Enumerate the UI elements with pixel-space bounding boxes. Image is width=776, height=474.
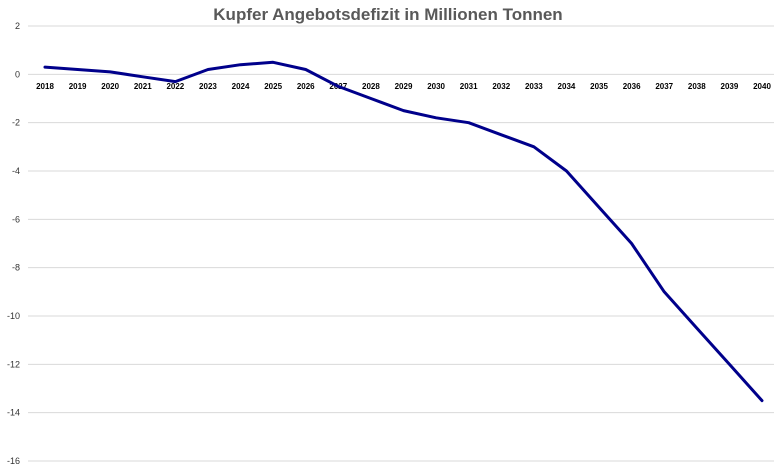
x-tick-label: 2031 [460,82,478,91]
x-tick-label: 2025 [264,82,282,91]
y-tick-label: -2 [12,118,20,128]
x-tick-label: 2023 [199,82,217,91]
x-tick-label: 2035 [590,82,608,91]
series-line [43,60,764,403]
x-tick-label: 2029 [395,82,413,91]
x-tick-label: 2018 [36,82,54,91]
gridlines [28,25,774,462]
y-tick-label: -8 [12,263,20,273]
y-tick-label: -12 [7,359,20,369]
x-tick-label: 2034 [558,82,576,91]
x-axis-tick-labels: 2018 2019 2020 2021 2022 2023 2024 2025 2026 2027… [36,82,771,91]
x-tick-label: 2033 [525,82,543,91]
y-tick-label: 0 [15,69,20,79]
x-tick-label: 2036 [623,82,641,91]
series-layer [43,60,764,403]
x-tick-label: 2021 [134,82,152,91]
chart-title: Kupfer Angebotsdefizit in Millionen Tonn… [213,5,562,24]
y-tick-label: -16 [7,456,20,466]
x-tick-label: 2039 [721,82,739,91]
x-tick-label: 2026 [297,82,315,91]
y-tick-label: 2 [15,21,20,31]
x-tick-label: 2030 [427,82,445,91]
y-tick-label: -4 [12,166,20,176]
x-tick-label: 2028 [362,82,380,91]
x-tick-label: 2020 [101,82,119,91]
x-tick-label: 2038 [688,82,706,91]
x-tick-label: 2019 [69,82,87,91]
x-tick-label: 2037 [655,82,673,91]
y-tick-label: -14 [7,408,20,418]
x-tick-label: 2024 [232,82,250,91]
x-tick-label: 2022 [166,82,184,91]
y-axis-tick-labels: 2 0 -2 -4 -6 -8 -10 -12 -14 -16 [7,21,20,466]
y-tick-label: -6 [12,214,20,224]
y-tick-label: -10 [7,311,20,321]
x-tick-label: 2032 [492,82,510,91]
x-tick-label: 2040 [753,82,771,91]
